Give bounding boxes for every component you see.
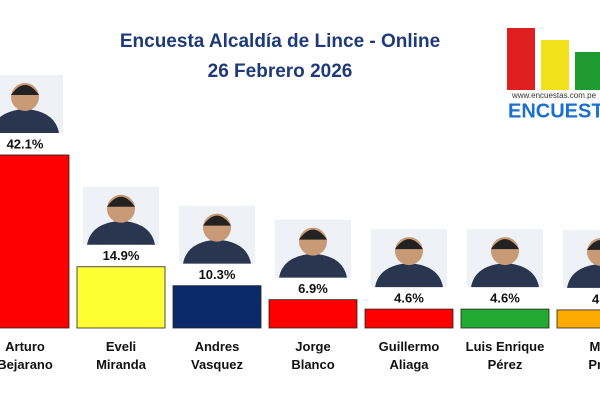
- bar: [172, 285, 262, 329]
- logo-block: [541, 40, 569, 90]
- chart-title: Encuesta Alcaldía de Lince - Online: [120, 31, 440, 52]
- value-label: 6.9%: [298, 281, 328, 296]
- candidate-photo: [179, 205, 255, 264]
- value-label: 4.6%: [394, 291, 424, 306]
- value-label: 42.1%: [7, 136, 44, 151]
- photo-hair: [395, 239, 423, 250]
- value-label: 4.4: [592, 291, 600, 306]
- value-label: 14.9%: [103, 248, 140, 263]
- bar: [364, 308, 454, 329]
- logo-block: [575, 52, 600, 90]
- logo-block: [507, 28, 535, 90]
- photo-body: [279, 253, 347, 278]
- photo-hair: [11, 84, 39, 95]
- photo-hair: [491, 239, 519, 250]
- category-label: Arturo Bejarano: [0, 339, 53, 372]
- category-label: MarPrin: [588, 339, 600, 372]
- photo-body: [183, 239, 251, 264]
- photo-hair: [299, 229, 327, 240]
- photo-hair: [587, 240, 600, 250]
- candidate-photo: [275, 219, 351, 278]
- value-label: 10.3%: [199, 267, 236, 282]
- bar: [556, 309, 600, 329]
- category-label: Guillermo Aliaga: [379, 339, 440, 372]
- category-label: Jorge Blanco: [291, 339, 334, 372]
- value-label: 4.6%: [490, 291, 520, 306]
- photo-body: [567, 264, 600, 288]
- photo-body: [375, 263, 443, 288]
- photo-body: [471, 263, 539, 288]
- bar: [0, 154, 70, 329]
- bar: [76, 266, 166, 329]
- chart-subtitle: 26 Febrero 2026: [208, 61, 353, 82]
- photo-hair: [203, 215, 231, 226]
- bar: [268, 299, 358, 329]
- logo-url: www.encuestas.com.pe: [511, 91, 597, 100]
- photo-body: [87, 220, 155, 245]
- candidate-photo: [563, 229, 600, 288]
- candidate-photo: [467, 229, 543, 288]
- bar: [460, 308, 550, 329]
- logo-name: ENCUESTAS: [508, 100, 600, 122]
- logo: www.encuestas.com.pe ENCUESTAS: [507, 28, 600, 122]
- category-label: Luis Enrique Pérez: [466, 339, 545, 372]
- category-label: Eveli Miranda: [96, 339, 147, 372]
- candidate-photo: [371, 229, 447, 288]
- category-label: Andres Vasquez: [191, 339, 244, 372]
- candidate-photo: [0, 74, 63, 133]
- candidate-photo: [83, 186, 159, 245]
- photo-body: [0, 108, 59, 133]
- photo-hair: [107, 196, 135, 207]
